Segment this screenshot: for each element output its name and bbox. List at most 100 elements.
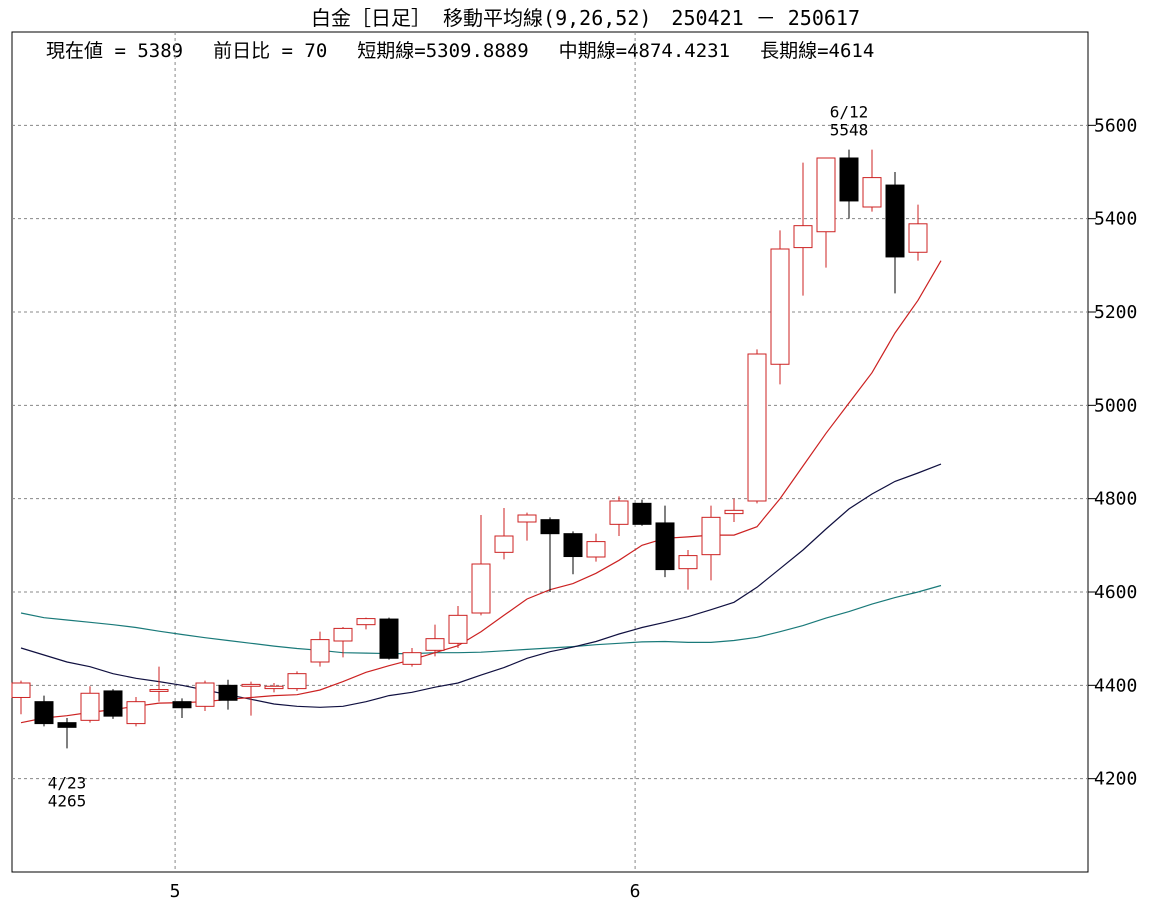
- candle-body: [11, 682, 31, 698]
- candle-body: [517, 514, 537, 523]
- candle: [126, 697, 146, 727]
- candle: [816, 157, 836, 268]
- candle-body: [425, 638, 445, 651]
- candle-body: [402, 652, 422, 665]
- candle-body: [885, 184, 905, 258]
- candle: [609, 496, 629, 536]
- candle-body: [678, 555, 698, 570]
- candle-body: [287, 673, 307, 690]
- candle: [494, 508, 514, 560]
- candle-body: [195, 682, 215, 707]
- candle-body: [218, 684, 238, 701]
- y-tick-label: 5400: [1094, 209, 1137, 230]
- x-tick-label: 5: [170, 881, 181, 902]
- candle-body: [563, 533, 583, 558]
- candle-body: [34, 701, 54, 725]
- candle: [448, 606, 468, 648]
- candle: [333, 627, 353, 658]
- candle-body: [264, 685, 284, 690]
- annotation-value: 4265: [48, 791, 87, 810]
- y-tick-label: 4800: [1094, 489, 1137, 510]
- candle-body: [310, 639, 330, 663]
- candle: [80, 686, 100, 723]
- candle: [839, 149, 859, 219]
- candle: [356, 617, 376, 630]
- candle: [701, 505, 721, 581]
- annotation-date: 4/23: [48, 773, 87, 792]
- candle-body: [540, 519, 560, 535]
- y-tick-label: 5600: [1094, 115, 1137, 136]
- candle: [34, 695, 54, 727]
- candle: [724, 498, 744, 522]
- candle-body: [172, 701, 192, 709]
- long-ma-line: [20, 584, 942, 655]
- moving-average-lines: [20, 260, 942, 724]
- candle-body: [494, 535, 514, 553]
- y-tick-label: 4200: [1094, 769, 1137, 790]
- candle-body: [103, 690, 123, 717]
- candle-body: [770, 248, 790, 365]
- candle-body: [149, 689, 169, 692]
- candle: [540, 517, 560, 592]
- candle-body: [862, 177, 882, 208]
- info-bar: 現在値 = 5389 前日比 = 70 短期線=5309.8889 中期線=4874.…: [46, 36, 904, 63]
- candle-body: [80, 692, 100, 721]
- candle: [770, 230, 790, 385]
- candle-body: [57, 722, 77, 728]
- candle: [885, 172, 905, 294]
- candle: [678, 550, 698, 590]
- candle: [471, 515, 491, 616]
- candles: [11, 149, 928, 749]
- candle-body: [793, 225, 813, 249]
- candle-body: [655, 522, 675, 571]
- short-ma-label: 短期線=5309.8889: [357, 40, 529, 62]
- candle-body: [908, 223, 928, 253]
- candle: [218, 679, 238, 710]
- candle-body: [356, 618, 376, 626]
- y-tick-label: 5200: [1094, 302, 1137, 323]
- candle: [287, 671, 307, 691]
- y-tick-label: 4400: [1094, 675, 1137, 696]
- candle: [195, 680, 215, 711]
- annotation-date: 6/12: [830, 103, 869, 122]
- candle: [379, 617, 399, 660]
- short-ma-line: [20, 260, 942, 724]
- candle: [241, 681, 261, 716]
- plot-frame: [11, 31, 1089, 873]
- candle: [862, 149, 882, 212]
- y-tick-label: 4600: [1094, 582, 1137, 603]
- annotation-value: 5548: [830, 121, 869, 140]
- candle-body: [241, 683, 261, 687]
- chart-title: 白金［日足］ 移動平均線(9,26,52) 250421 － 250617: [311, 6, 860, 30]
- candle: [57, 718, 77, 749]
- y-axis-ticks: 4200 4400 4600 4800 5000 5200 5400 5600: [1088, 115, 1137, 790]
- candle-body: [609, 500, 629, 525]
- candle-body: [632, 502, 652, 525]
- y-tick-label: 5000: [1094, 395, 1137, 416]
- change-label: 前日比 = 70: [213, 40, 328, 62]
- candle: [11, 680, 31, 715]
- candle-body: [126, 701, 146, 725]
- candle-body: [839, 157, 859, 202]
- candle-body: [333, 627, 353, 642]
- candle-body: [724, 509, 744, 515]
- candle: [655, 505, 675, 578]
- candle: [264, 683, 284, 693]
- mid-ma-line: [20, 463, 942, 708]
- candle: [149, 666, 169, 702]
- candle: [908, 204, 928, 261]
- candle: [172, 698, 192, 718]
- candle: [586, 533, 606, 562]
- candle: [517, 512, 537, 541]
- grid-lines: [12, 32, 1088, 872]
- current-price-label: 現在値 = 5389: [46, 40, 184, 62]
- candle-body: [816, 157, 836, 233]
- candle: [310, 631, 330, 667]
- mid-ma-label: 中期線=4874.4231: [558, 40, 731, 62]
- candle-body: [379, 618, 399, 659]
- candle: [632, 499, 652, 526]
- candle: [103, 689, 123, 719]
